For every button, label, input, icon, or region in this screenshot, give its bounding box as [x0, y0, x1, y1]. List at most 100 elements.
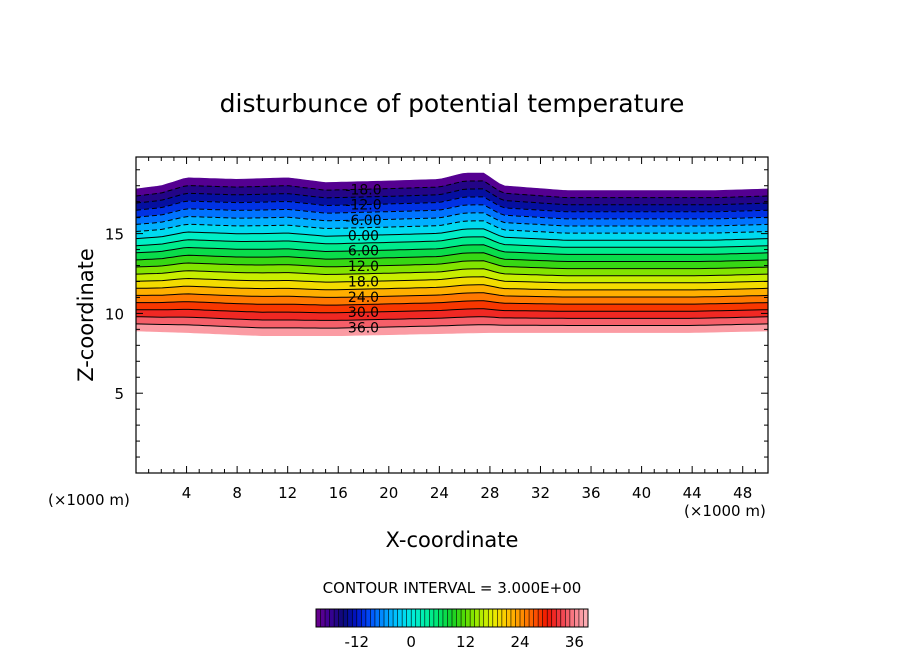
contour-line [136, 180, 768, 199]
x-tick-label: 36 [581, 484, 600, 502]
contour-label: 30.0 [348, 305, 379, 321]
contour-label: 36.0 [348, 321, 379, 337]
x-tick-label: 16 [329, 484, 348, 502]
contour-line [136, 292, 768, 298]
x-tick-label: 12 [278, 484, 297, 502]
colorbar-cell [452, 609, 457, 627]
colorbar-cell [474, 609, 480, 627]
y-tick-label: 5 [114, 385, 124, 403]
colorbar-cell [320, 609, 326, 627]
colorbar-cell [338, 609, 344, 627]
colorbar-cell [465, 609, 471, 627]
colorbar-cell [438, 609, 444, 627]
colorbar-cell [506, 609, 512, 627]
y-tick-label: 10 [105, 305, 124, 323]
colorbar-cell [411, 609, 417, 627]
colorbar-cell [560, 609, 566, 627]
contour-label: 18.0 [348, 274, 379, 290]
x-tick-label: 24 [430, 484, 449, 502]
colorbar-cell [343, 609, 349, 627]
x-tick-label: 44 [683, 484, 702, 502]
contour-line [136, 228, 768, 241]
colorbar-cell [433, 609, 439, 627]
x-tick-label: 20 [379, 484, 398, 502]
colorbar-cell [574, 609, 580, 627]
contour-line [136, 276, 768, 284]
colorbar-cell [461, 609, 466, 627]
contour-line [136, 204, 768, 220]
colorbar-tick-label: 36 [565, 633, 584, 651]
contour-line [136, 252, 768, 262]
colorbar-cell [361, 609, 367, 627]
colorbar-cell [533, 609, 539, 627]
colorbar-cell [538, 609, 544, 627]
contour-line [136, 316, 768, 321]
contour-field: -18.0-12.0-6.000.006.0012.018.024.030.03… [136, 172, 768, 337]
contour-label: 12.0 [348, 259, 379, 275]
x-tick-label: 28 [480, 484, 499, 502]
contour-line [136, 196, 768, 213]
colorbar-tick-label: 0 [406, 633, 416, 651]
x-tick-label: 32 [531, 484, 550, 502]
colorbar-cell [542, 609, 548, 627]
x-tick-label: 48 [733, 484, 752, 502]
x-tick-label: 8 [232, 484, 242, 502]
colorbar-cell [578, 609, 584, 627]
colorbar-cell [420, 609, 426, 627]
colorbar-cell [352, 609, 358, 627]
contour-label: -18.0 [345, 182, 381, 198]
x-unit-right: (×1000 m) [684, 502, 766, 520]
colorbar-cell [551, 609, 557, 627]
x-tick-label: 4 [182, 484, 192, 502]
colorbar-cell [497, 609, 503, 627]
y-tick-label: 15 [105, 226, 124, 244]
colorbar-cell [442, 609, 448, 627]
colorbar-cell [470, 609, 476, 627]
colorbar-cell [370, 609, 376, 627]
colorbar-cell [334, 609, 340, 627]
contour-line [136, 260, 768, 270]
contour-line [136, 323, 768, 329]
colorbar-cell [397, 609, 403, 627]
x-axis-label: X-coordinate [386, 528, 519, 552]
y-axis-label: Z-coordinate [74, 248, 98, 382]
colorbar-cell [547, 609, 553, 627]
colorbar-cell [393, 609, 398, 627]
colorbar-cell [520, 609, 525, 627]
colorbar-cell [424, 609, 430, 627]
contour-label: 0.00 [348, 228, 379, 244]
colorbar-cell [388, 609, 394, 627]
colorbar-cell [447, 609, 453, 627]
colorbar-cell [483, 609, 489, 627]
contour-line [136, 236, 768, 248]
colorbar-cell [565, 609, 571, 627]
colorbar-tick-label: 12 [456, 633, 475, 651]
colorbar: -12 0 12 24 36 [315, 608, 589, 651]
contour-line [136, 268, 768, 277]
colorbar-cell [492, 609, 498, 627]
colorbar-cell [356, 609, 362, 627]
colorbar-cell [365, 609, 371, 627]
colorbar-cell [501, 609, 507, 627]
contour-line [136, 284, 768, 291]
contour-label: 24.0 [348, 290, 379, 306]
colorbar-cell [529, 609, 534, 627]
contour-interval-text: CONTOUR INTERVAL = 3.000E+00 [323, 579, 582, 597]
colorbar-cell [429, 609, 435, 627]
colorbar-cell [510, 609, 516, 627]
colorbar-cell [415, 609, 421, 627]
colorbar-cell [384, 609, 389, 627]
colorbar-cell [479, 609, 485, 627]
contour-line [136, 220, 768, 234]
colorbar-tick-label: -12 [345, 633, 370, 651]
contour-line [136, 308, 768, 314]
colorbar-cell [379, 609, 385, 627]
colorbar-cell [569, 609, 575, 627]
contour-label: -12.0 [345, 198, 381, 214]
x-unit-left: (×1000 m) [48, 491, 130, 509]
contour-label: 6.00 [348, 244, 379, 260]
colorbar-cell [583, 609, 589, 627]
colorbar-tick-label: 24 [510, 633, 529, 651]
